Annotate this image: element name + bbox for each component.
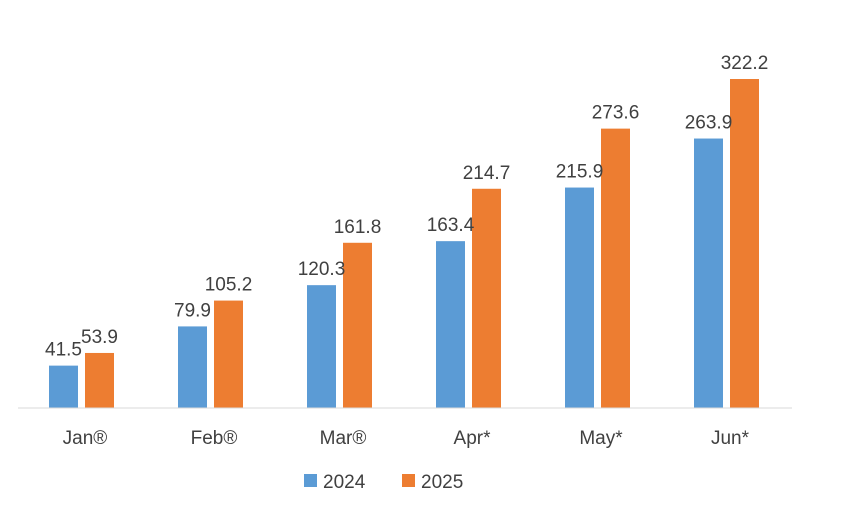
data-label-2024-1: 79.9 — [174, 300, 211, 321]
data-label-2024-0: 41.5 — [45, 340, 82, 361]
bar-2024-1 — [178, 326, 207, 408]
data-label-2025-0: 53.9 — [81, 327, 118, 348]
x-tick-label-1: Feb® — [191, 428, 238, 449]
legend-swatch-2025 — [402, 474, 415, 487]
bar-2024-5 — [694, 138, 723, 409]
bars-layer — [49, 79, 759, 409]
bar-2025-1 — [214, 300, 243, 408]
labels-layer: 41.553.9 Jan® 79.9 105.2 Feb® 120.3 161.8 Mar® 1… — [45, 53, 768, 449]
data-label-2025-2: 161.8 — [334, 217, 382, 238]
data-label-2024-3: 163.4 — [427, 215, 475, 236]
x-tick-label-3: Apr* — [454, 428, 492, 449]
bar-2024-3 — [436, 241, 465, 408]
legend-swatch-2024 — [304, 474, 317, 487]
bar-2025-4 — [601, 128, 630, 408]
x-tick-label-4: May* — [579, 428, 623, 449]
legend-label-2024: 2024 — [323, 472, 366, 493]
data-label-2025-5: 322.2 — [721, 53, 769, 74]
bar-2024-4 — [565, 187, 594, 408]
data-label-2024-4: 215.9 — [556, 162, 604, 183]
legend: 2024 2025 — [304, 472, 463, 493]
data-label-2025-3: 214.7 — [463, 163, 511, 184]
bar-2025-2 — [343, 242, 372, 408]
x-tick-label-0: Jan® — [63, 428, 108, 449]
data-label-2025-1: 105.2 — [205, 275, 253, 296]
bar-2024-2 — [307, 285, 336, 408]
legend-label-2025: 2025 — [421, 472, 463, 493]
data-label-2025-4: 273.6 — [592, 103, 640, 124]
bar-2024-0 — [49, 365, 78, 408]
x-tick-label-2: Mar® — [320, 428, 367, 449]
data-label-2024-2: 120.3 — [298, 259, 346, 280]
bar-2025-0 — [85, 352, 114, 408]
bar-2025-5 — [730, 79, 759, 408]
x-tick-label-5: Jun* — [711, 428, 750, 449]
data-label-2024-5: 263.9 — [685, 113, 733, 134]
bar-2025-3 — [472, 188, 501, 408]
